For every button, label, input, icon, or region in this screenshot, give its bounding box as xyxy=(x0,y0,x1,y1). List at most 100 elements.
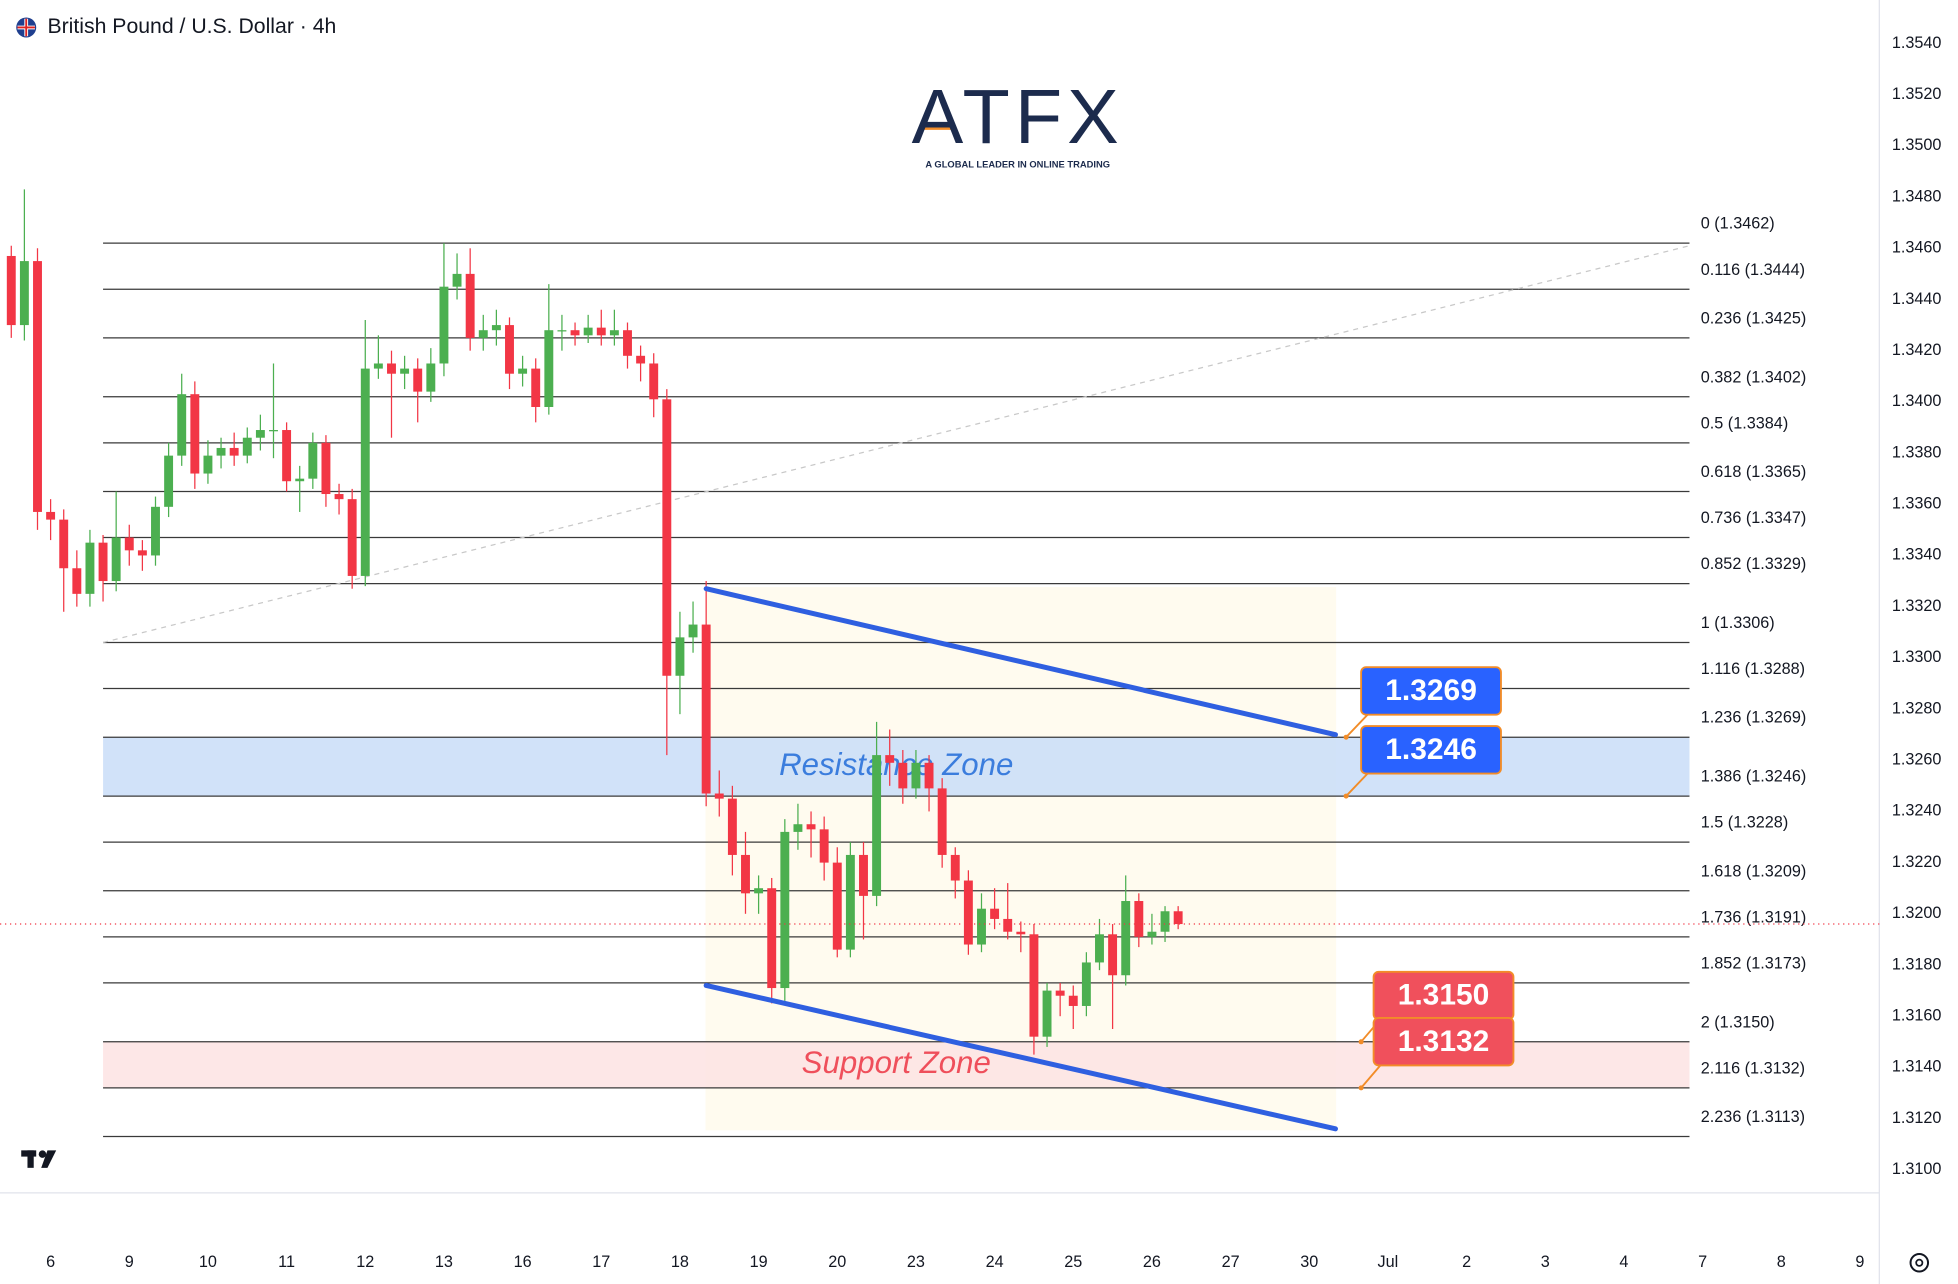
candle-body xyxy=(308,442,318,479)
candle-body xyxy=(111,537,121,582)
candle-body xyxy=(819,829,829,863)
tradingview-logo xyxy=(21,1150,57,1168)
candle-body xyxy=(872,755,882,896)
candle-body xyxy=(164,455,174,507)
fib-label: 1.116 (1.3288) xyxy=(1701,660,1805,678)
candle-body xyxy=(413,368,423,392)
y-tick-label: 1.3160 xyxy=(1892,1006,1942,1024)
candle-body xyxy=(1134,901,1144,937)
candle-body xyxy=(780,831,790,989)
settings-icon[interactable] xyxy=(1909,1253,1930,1273)
y-tick-label: 1.3460 xyxy=(1892,239,1942,257)
candle-body xyxy=(859,854,868,896)
x-tick-label: 23 xyxy=(907,1253,925,1271)
channel-line xyxy=(703,586,1338,738)
candle-body xyxy=(662,399,672,676)
channel-fill xyxy=(705,587,1337,1131)
candle-body xyxy=(1081,962,1091,1006)
x-tick-label: 25 xyxy=(1064,1253,1082,1271)
y-tick-label: 1.3260 xyxy=(1892,751,1942,769)
x-tick-label: 19 xyxy=(750,1253,768,1271)
y-tick-label: 1.3500 xyxy=(1892,136,1942,154)
candle-body xyxy=(649,363,659,400)
candle-body xyxy=(373,363,383,369)
x-tick-label: 16 xyxy=(514,1253,532,1271)
candle-body xyxy=(924,762,934,789)
candle-body xyxy=(1108,934,1118,976)
y-tick-label: 1.3400 xyxy=(1892,392,1942,410)
candle-body xyxy=(963,880,973,945)
candle-body xyxy=(806,824,816,830)
candle-body xyxy=(845,854,855,950)
x-tick-label: 11 xyxy=(278,1253,295,1271)
candle-body xyxy=(177,394,187,456)
candle-body xyxy=(832,862,842,950)
y-tick-label: 1.3200 xyxy=(1892,904,1942,922)
x-tick-label: 30 xyxy=(1300,1253,1318,1271)
candle-body xyxy=(767,888,777,989)
candle-body xyxy=(596,327,606,336)
candle-body xyxy=(609,330,619,336)
candle-body xyxy=(950,854,960,881)
fib-label: 0.236 (1.3425) xyxy=(1701,309,1807,327)
y-tick-label: 1.3180 xyxy=(1892,955,1942,973)
y-tick-label: 1.3480 xyxy=(1892,187,1942,205)
y-tick-label: 1.3120 xyxy=(1892,1109,1942,1127)
price-tag-label: 1.3269 xyxy=(1385,674,1477,707)
candle-body xyxy=(295,478,305,482)
candle-body xyxy=(754,888,764,894)
candle-body xyxy=(990,908,1000,919)
candle-body xyxy=(531,368,541,407)
candle-body xyxy=(151,506,160,556)
price-tag-box xyxy=(1360,666,1502,716)
fib-label: 1.618 (1.3209) xyxy=(1701,862,1807,880)
candle-body xyxy=(1095,934,1104,963)
candle-body xyxy=(72,568,82,594)
candle-body xyxy=(583,327,593,336)
symbol-title: British Pound / U.S. Dollar · 4h xyxy=(47,15,336,38)
y-tick-label: 1.3140 xyxy=(1892,1058,1942,1076)
x-tick-label: 12 xyxy=(356,1253,374,1271)
fib-label: 1.386 (1.3246) xyxy=(1701,768,1807,786)
fib-label: 1.736 (1.3191) xyxy=(1701,908,1807,926)
candle-body xyxy=(478,330,488,338)
candle-body xyxy=(491,325,501,331)
candle-body xyxy=(190,394,200,474)
candle-body xyxy=(1042,990,1052,1037)
candle-body xyxy=(885,755,895,763)
y-tick-label: 1.3340 xyxy=(1892,546,1942,564)
price-tag-anchor xyxy=(1343,734,1349,740)
y-tick-label: 1.3320 xyxy=(1892,597,1942,615)
candle-body xyxy=(701,624,711,794)
candle-body xyxy=(937,788,947,855)
candle-body xyxy=(1173,911,1183,925)
x-tick-label: 6 xyxy=(46,1253,55,1271)
candle-body xyxy=(636,355,646,364)
x-tick-label: 27 xyxy=(1222,1253,1240,1271)
price-tag-anchor xyxy=(1358,1039,1364,1045)
y-tick-label: 1.3540 xyxy=(1892,34,1942,52)
candle-body xyxy=(282,430,292,482)
price-tag-box xyxy=(1360,725,1502,775)
candle-body xyxy=(46,511,56,520)
candle-body xyxy=(570,330,580,336)
logo: ATFX xyxy=(912,74,1124,160)
x-tick-label: 18 xyxy=(671,1253,689,1271)
x-tick-label: 4 xyxy=(1619,1253,1628,1271)
x-tick-label: 26 xyxy=(1143,1253,1161,1271)
x-tick-label: 9 xyxy=(125,1253,134,1271)
candle-body xyxy=(1121,901,1131,976)
fib-label: 1.5 (1.3228) xyxy=(1701,814,1788,832)
fib-label: 1.236 (1.3269) xyxy=(1701,709,1807,727)
fib-label: 1.852 (1.3173) xyxy=(1701,954,1807,972)
candle-body xyxy=(727,798,737,855)
candle-body xyxy=(229,447,239,456)
x-tick-label: 9 xyxy=(1855,1253,1864,1271)
fib-label: 1 (1.3306) xyxy=(1701,614,1775,632)
candle-body xyxy=(6,255,16,326)
candle-body xyxy=(1147,931,1157,937)
candle-body xyxy=(216,447,226,456)
candle-body xyxy=(452,273,462,287)
candle-body xyxy=(33,261,42,512)
